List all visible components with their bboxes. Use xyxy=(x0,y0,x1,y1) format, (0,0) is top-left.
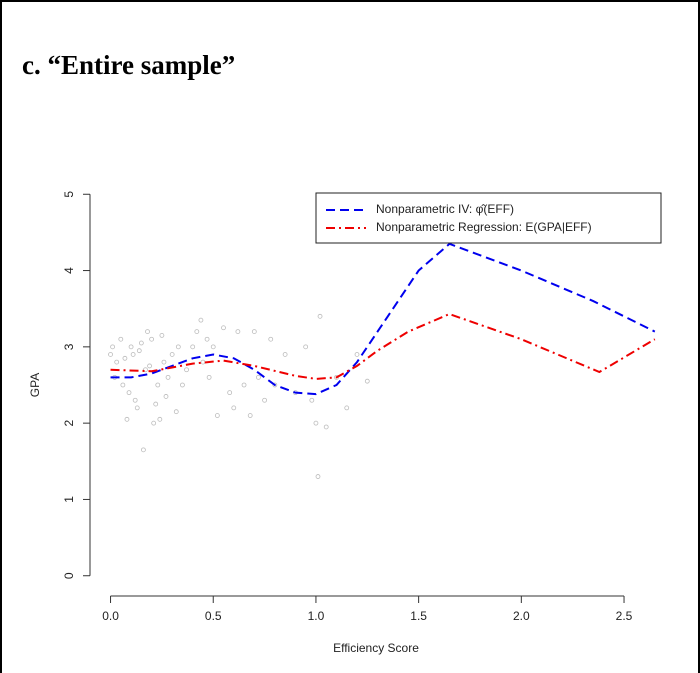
scatter-point xyxy=(122,355,128,361)
scatter-point xyxy=(159,333,165,338)
scatter-point xyxy=(194,329,200,334)
scatter-point xyxy=(124,416,130,422)
legend-label: Nonparametric Regression: E(GPA|EFF) xyxy=(376,220,592,234)
scatter-point xyxy=(180,382,185,388)
scatter-point xyxy=(227,390,233,396)
scatter-point xyxy=(309,397,315,403)
legend-box xyxy=(315,192,662,244)
scatter-point xyxy=(110,344,115,350)
scatter-point xyxy=(165,374,171,380)
scatter-point xyxy=(118,336,124,342)
x-tick-label: 2.5 xyxy=(616,609,633,623)
scatter-point xyxy=(163,394,169,399)
scatter-point xyxy=(136,348,142,354)
scatter-point xyxy=(247,413,253,418)
scatter-point xyxy=(157,416,163,422)
scatter-point xyxy=(134,405,140,411)
scatter-point xyxy=(147,363,152,369)
scatter-point xyxy=(272,382,278,388)
y-tick-label: 0 xyxy=(62,572,76,579)
scatter-point xyxy=(364,378,370,384)
scatter-point xyxy=(214,413,220,418)
scatter-point xyxy=(323,424,329,430)
line-series xyxy=(110,242,656,396)
chart-title: c. “Entire sample” xyxy=(22,50,235,80)
line-series xyxy=(110,312,656,380)
scatter-point xyxy=(149,336,155,342)
scatter-point xyxy=(145,329,150,334)
scatter-point xyxy=(251,329,257,334)
x-tick-label: 1.0 xyxy=(308,609,325,623)
scatter-point xyxy=(153,401,159,407)
scatter-point xyxy=(130,352,136,357)
x-tick-label: 0.5 xyxy=(205,609,222,623)
y-axis-label: GPA xyxy=(28,373,42,397)
y-tick-label: 4 xyxy=(62,267,76,274)
scatter-point xyxy=(128,344,134,350)
scatter-point xyxy=(132,397,138,403)
scatter-point xyxy=(138,340,144,346)
scatter-point xyxy=(231,405,237,411)
scatter-point xyxy=(256,374,261,380)
scatter-point xyxy=(120,382,126,388)
scatter-point xyxy=(169,352,175,357)
scatter-point xyxy=(108,352,113,357)
scatter-point xyxy=(303,344,309,350)
scatter-point xyxy=(155,382,161,388)
scatter-point xyxy=(198,317,204,323)
scatter-point xyxy=(313,420,319,426)
scatter-point xyxy=(315,474,321,479)
x-axis-label: Efficiency Score xyxy=(333,641,419,655)
y-tick-label: 2 xyxy=(62,419,76,426)
scatter-point xyxy=(151,420,157,426)
scatter-point xyxy=(143,367,148,373)
scatter-point xyxy=(126,390,132,396)
x-tick-label: 2.0 xyxy=(513,609,530,623)
scatter-point xyxy=(344,405,350,411)
scatter-point xyxy=(221,325,226,331)
y-tick-label: 1 xyxy=(62,496,76,503)
scatter-point xyxy=(161,359,167,365)
scatter-point xyxy=(206,374,212,380)
scatter-point xyxy=(282,352,288,357)
x-tick-label: 1.5 xyxy=(410,609,427,623)
scatter-point xyxy=(204,336,210,342)
scatter-point xyxy=(184,367,189,373)
scatter-point xyxy=(190,344,196,350)
scatter-point xyxy=(141,447,146,453)
scatter-point xyxy=(175,344,181,350)
scatter-point xyxy=(317,313,323,319)
scatter-point xyxy=(200,359,206,365)
x-tick-label: 0.0 xyxy=(102,609,119,623)
scatter-point xyxy=(268,336,274,342)
y-tick-label: 5 xyxy=(62,191,76,198)
scatter-point xyxy=(235,329,241,334)
scatter-point xyxy=(210,344,216,350)
scatter-point xyxy=(354,352,360,357)
legend-label: Nonparametric IV: φ̂(EFF) xyxy=(376,202,514,216)
scatter-point xyxy=(241,382,247,388)
scatter-point xyxy=(262,397,267,403)
scatter-point xyxy=(114,359,120,365)
y-tick-label: 3 xyxy=(62,343,76,350)
scatter-point xyxy=(173,409,179,415)
